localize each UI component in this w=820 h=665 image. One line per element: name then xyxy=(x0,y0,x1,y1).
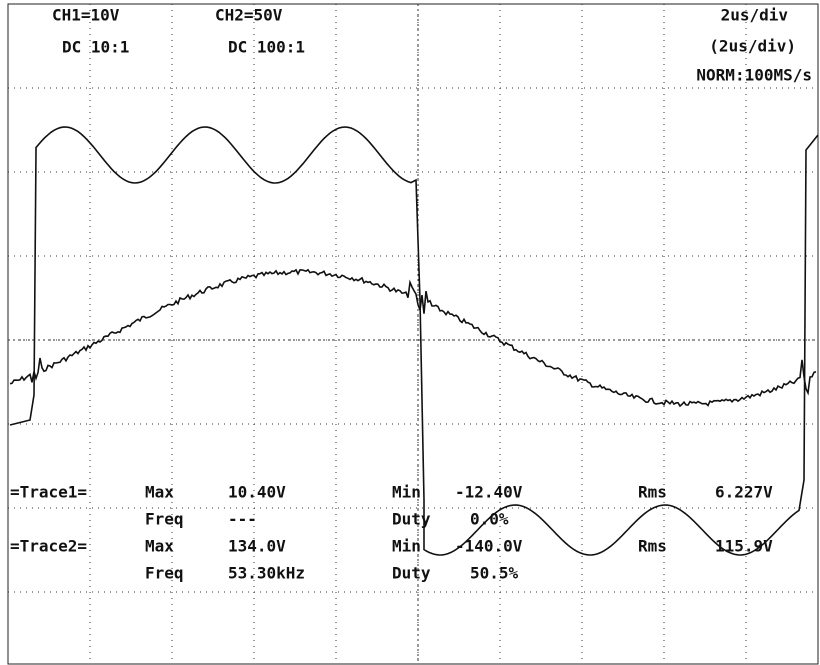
measurements: =Trace1= Max 10.40V Min -12.40V Rms 6.227V Freq… xyxy=(10,483,773,583)
timebase-reference: (2us/div) xyxy=(709,37,796,56)
measurement-rms: 115.9V xyxy=(715,537,773,556)
measurement-freq-label: Freq xyxy=(145,510,184,529)
ch1-coupling: DC 10:1 xyxy=(62,38,129,57)
measurement-max-label: Max xyxy=(145,537,174,556)
measurement-rms: 6.227V xyxy=(715,483,773,502)
measurement-duty-label: Duty xyxy=(392,564,431,583)
measurement-max: 134.0V xyxy=(228,537,286,556)
measurement-freq-label: Freq xyxy=(145,564,184,583)
screen-border xyxy=(7,3,819,665)
trace-1-waveform xyxy=(9,126,819,556)
measurement-freq: 53.30kHz xyxy=(228,564,305,583)
measurement-min: -140.0V xyxy=(455,537,523,556)
measurement-freq: --- xyxy=(228,510,257,529)
timebase: 2us/div xyxy=(721,6,789,25)
measurement-min-label: Min xyxy=(392,483,421,502)
measurement-min: -12.40V xyxy=(455,483,523,502)
ch1-scale: CH1=10V xyxy=(52,6,120,25)
measurement-trace: =Trace2= xyxy=(10,537,87,556)
measurement-rms-label: Rms xyxy=(638,537,667,556)
ch2-scale: CH2=50V xyxy=(215,6,283,25)
measurement-min-label: Min xyxy=(392,537,421,556)
measurement-trace: =Trace1= xyxy=(10,483,87,502)
measurement-rms-label: Rms xyxy=(638,483,667,502)
ch2-coupling: DC 100:1 xyxy=(228,38,305,57)
measurement-duty: 50.5% xyxy=(470,564,519,583)
trace-2-waveform xyxy=(9,268,817,408)
measurement-max: 10.40V xyxy=(228,483,286,502)
sampling-rate: NORM:100MS/s xyxy=(696,66,812,85)
measurement-max-label: Max xyxy=(145,483,174,502)
graticule xyxy=(8,4,818,664)
measurement-duty-label: Duty xyxy=(392,510,431,529)
measurement-duty: 0.0% xyxy=(470,510,509,529)
